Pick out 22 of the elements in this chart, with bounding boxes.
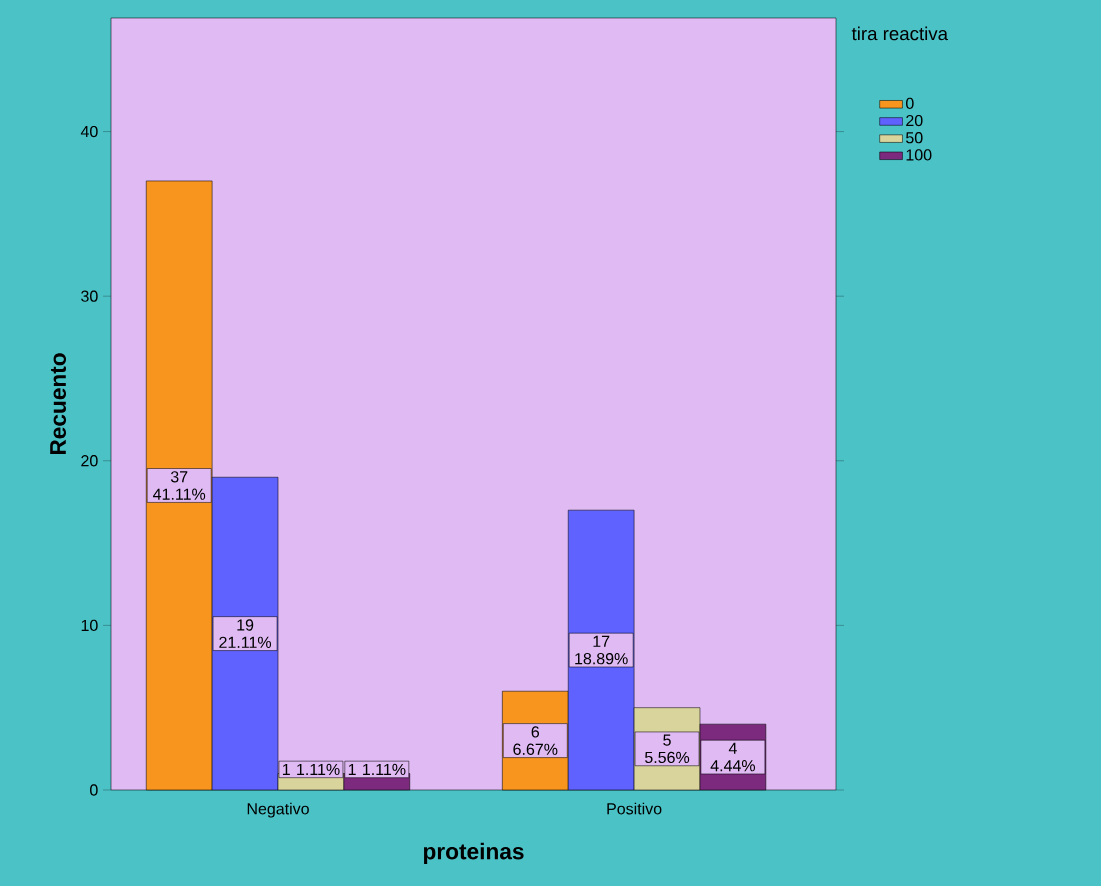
- legend-label: 50: [906, 132, 923, 144]
- y-tick-label: 30: [81, 290, 98, 302]
- data-label: 17 18.89%: [575, 635, 628, 665]
- legend-label: 100: [906, 149, 932, 161]
- legend-label: 20: [906, 114, 923, 127]
- y-tick-label: 40: [80, 125, 98, 138]
- y-tick-label: 10: [81, 619, 98, 632]
- y-axis-title: Recuento: [50, 353, 67, 455]
- y-tick-label: 0: [90, 784, 98, 796]
- y-tick-label: 20: [81, 455, 98, 467]
- data-label: 1 1.11%: [348, 763, 406, 775]
- x-axis-title: proteinas: [423, 842, 524, 864]
- data-label: 37 41.11%: [153, 471, 206, 500]
- legend-title: tira reactiva: [851, 26, 949, 41]
- data-label: 4 4.44%: [710, 742, 756, 772]
- data-label: 1 1.11%: [282, 763, 340, 775]
- data-label: 19 21.11%: [219, 619, 272, 648]
- data-label: 5 5.56%: [645, 734, 690, 764]
- x-tick-label: Negativo: [247, 802, 309, 818]
- legend-label: 0: [906, 97, 914, 110]
- data-label: 6 6.67%: [513, 726, 558, 755]
- x-tick-label: Positivo: [607, 802, 662, 815]
